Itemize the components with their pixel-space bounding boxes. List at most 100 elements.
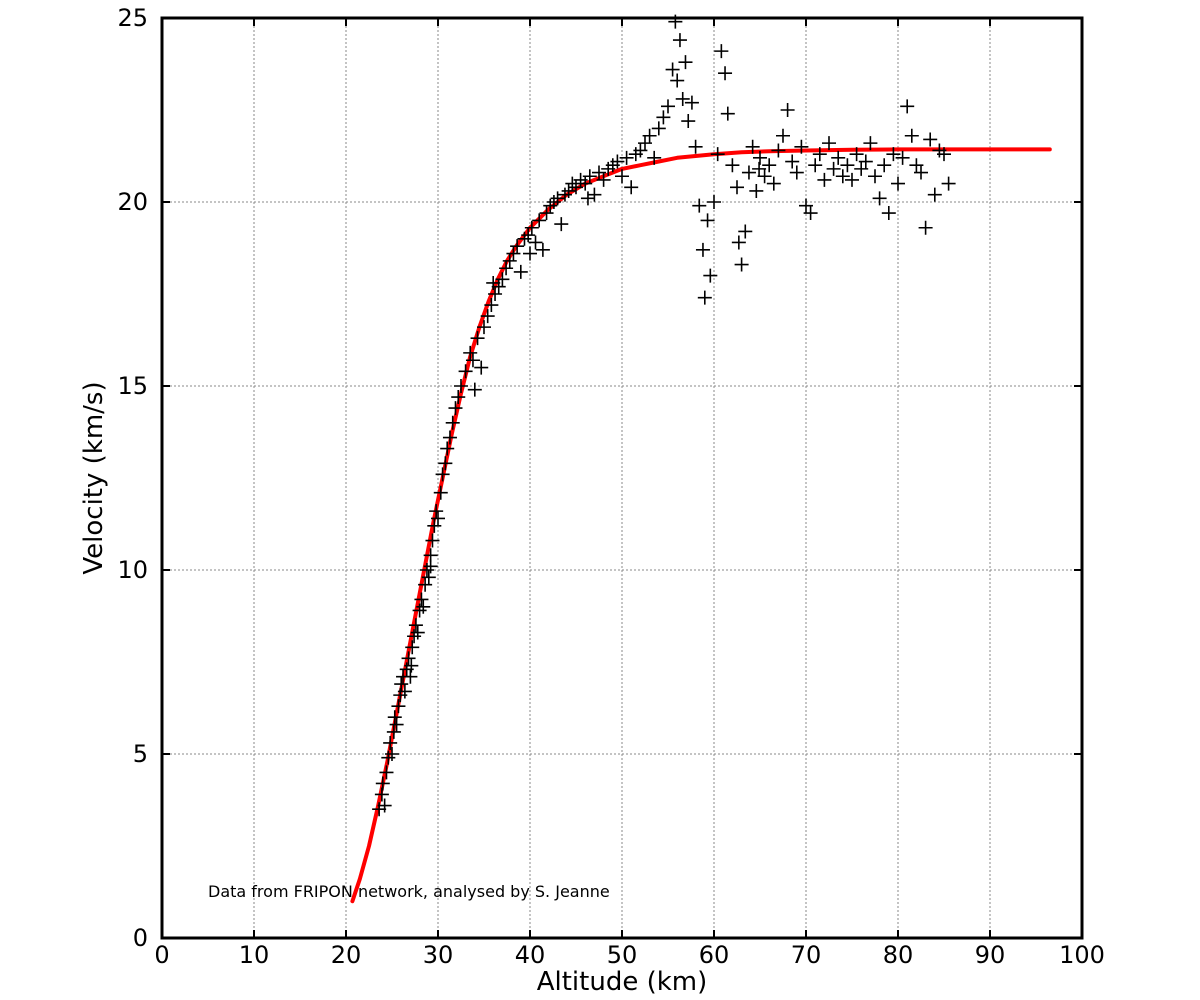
data-point: [776, 128, 790, 143]
data-point: [909, 158, 924, 173]
data-point: [554, 217, 569, 232]
data-point: [557, 187, 572, 202]
fit-curve: [350, 147, 1052, 904]
data-point: [412, 603, 427, 618]
data-point: [517, 231, 532, 246]
data-point: [741, 165, 756, 180]
data-point: [438, 456, 453, 471]
data-point: [486, 275, 501, 290]
data-point: [427, 518, 442, 533]
x-tick-labels: 0 10 20 30 40 50 60 70 80 90 100: [154, 941, 1105, 969]
data-point: [550, 191, 565, 206]
data-point: [523, 246, 537, 261]
y-tick-label: 25: [117, 4, 148, 32]
data-point: [403, 669, 418, 684]
data-point: [408, 618, 423, 633]
data-point: [477, 320, 491, 335]
y-tick-label: 10: [117, 556, 148, 584]
data-point: [389, 717, 404, 732]
data-point: [714, 44, 729, 59]
data-point: [877, 158, 892, 173]
data-point: [506, 246, 521, 261]
data-point: [914, 165, 928, 180]
data-point: [442, 430, 457, 445]
data-point: [535, 242, 550, 257]
data-point: [881, 206, 896, 221]
data-point: [840, 158, 855, 173]
data-point: [386, 724, 401, 739]
data-point: [532, 213, 547, 228]
data-point: [900, 99, 915, 114]
data-point: [803, 206, 818, 221]
data-point: [734, 257, 749, 272]
data-point: [582, 169, 597, 184]
x-tick-label: 60: [699, 941, 730, 969]
data-point: [372, 802, 387, 817]
data-point: [465, 353, 480, 368]
data-point: [718, 66, 733, 81]
data-point: [374, 787, 389, 802]
data-point: [502, 253, 517, 268]
grid-lines: [162, 18, 1082, 938]
data-point: [923, 132, 938, 147]
data-point: [510, 239, 525, 254]
data-point: [725, 158, 740, 173]
x-tick-label: 20: [331, 941, 362, 969]
data-point: [675, 91, 690, 106]
data-point: [381, 750, 396, 765]
data-point: [766, 176, 781, 191]
data-point: [858, 154, 873, 169]
data-point: [387, 710, 402, 725]
x-tick-label: 10: [239, 941, 270, 969]
data-point: [546, 195, 561, 209]
data-point: [385, 747, 399, 761]
data-point: [394, 677, 409, 692]
x-tick-label: 40: [515, 941, 546, 969]
data-point: [561, 183, 576, 198]
data-point: [414, 592, 429, 607]
x-tick-label: 100: [1059, 941, 1105, 969]
data-point: [379, 765, 394, 780]
data-point: [684, 95, 699, 110]
data-point: [904, 128, 919, 143]
data-point: [720, 106, 735, 121]
data-point: [891, 176, 905, 191]
data-point: [410, 625, 425, 640]
data-point: [738, 224, 753, 239]
data-point: [467, 382, 482, 397]
data-point: [448, 401, 463, 416]
data-point: [445, 415, 460, 430]
data-point: [431, 511, 445, 526]
data-point: [569, 180, 583, 195]
data-source-annotation: Data from FRIPON network, analysed by S.…: [208, 882, 610, 901]
data-point: [587, 187, 602, 202]
data-point: [745, 139, 760, 154]
y-tick-label: 0: [133, 924, 148, 952]
data-point: [661, 99, 675, 114]
data-point: [672, 33, 687, 48]
data-point: [391, 699, 406, 714]
data-point: [918, 220, 933, 235]
x-tick-label: 30: [423, 941, 454, 969]
y-tick-label: 20: [117, 188, 148, 216]
data-point: [854, 161, 869, 176]
data-point: [633, 143, 648, 158]
x-tick-label: 0: [154, 941, 169, 969]
data-point: [463, 345, 478, 360]
data-point: [710, 147, 725, 162]
data-point: [752, 161, 767, 176]
data-point: [681, 114, 696, 129]
data-point: [678, 55, 693, 70]
data-point: [524, 220, 539, 235]
data-point: [440, 441, 455, 456]
data-point: [578, 176, 593, 191]
data-point: [495, 272, 510, 287]
data-point: [868, 169, 882, 184]
data-point: [941, 176, 956, 191]
data-point: [383, 735, 398, 750]
y-tick-label: 15: [117, 372, 148, 400]
data-point: [937, 147, 951, 162]
data-point: [624, 180, 639, 195]
data-point: [863, 136, 878, 151]
